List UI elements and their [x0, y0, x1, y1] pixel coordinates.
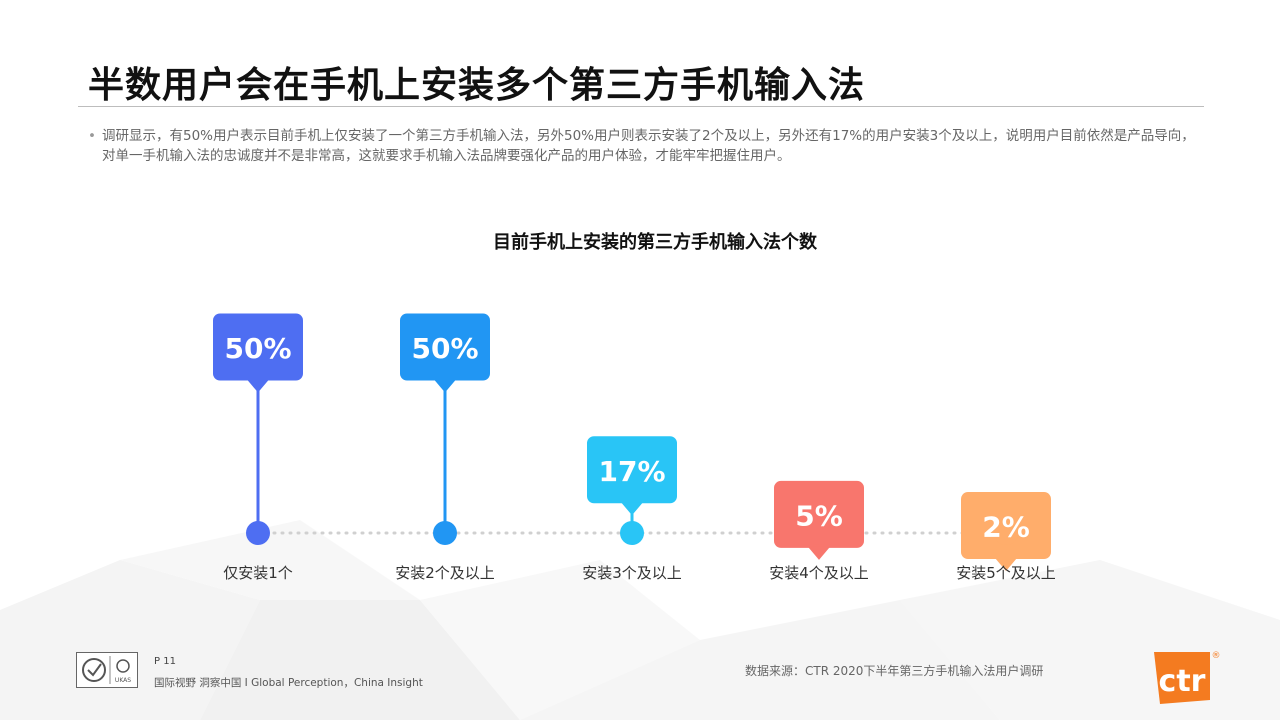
page-title: 半数用户会在手机上安装多个第三方手机输入法 [88, 65, 866, 106]
category-label: 仅安装1个 [223, 564, 293, 582]
data-point [246, 521, 270, 545]
bar-marker-3: 17% 安装3个及以上 [582, 436, 682, 582]
bullet-icon: • [88, 128, 96, 144]
bar-marker-2: 50% 安装2个及以上 [395, 313, 495, 582]
value-box [213, 313, 303, 381]
bar-marker-5: 2% 安装5个及以上 [956, 492, 1056, 582]
value-label: 5% [795, 499, 843, 532]
footer-tagline: 国际视野 洞察中国 I Global Perception，China Insi… [154, 677, 423, 689]
value-label: 2% [982, 511, 1030, 544]
data-point [807, 521, 831, 545]
category-label: 安装5个及以上 [956, 564, 1056, 582]
brand-text: ctr [1159, 664, 1206, 699]
category-label: 安装4个及以上 [769, 564, 869, 582]
data-point [620, 521, 644, 545]
chart-title: 目前手机上安装的第三方手机输入法个数 [493, 232, 817, 253]
ctr-logo: ctr ® [1154, 651, 1221, 704]
category-label: 安装2个及以上 [395, 564, 495, 582]
data-source: 数据来源：CTR 2020下半年第三方手机输入法用户调研 [745, 664, 1044, 678]
value-box-pointer [247, 379, 269, 393]
value-box-pointer [995, 558, 1017, 572]
value-box-pointer [621, 502, 643, 516]
value-box [587, 436, 677, 504]
value-box [774, 480, 864, 548]
certification-logo: UKAS [76, 652, 138, 688]
category-label: 安装3个及以上 [582, 564, 682, 582]
page-number: P 11 [154, 656, 176, 667]
value-box [400, 313, 490, 381]
value-box-pointer [808, 546, 830, 560]
value-label: 50% [224, 332, 291, 365]
summary-paragraph: • 调研显示，有50%用户表示目前手机上仅安装了一个第三方手机输入法，另外50%… [88, 126, 1198, 166]
bar-marker-4: 5% 安装4个及以上 [769, 480, 869, 582]
value-box-pointer [434, 379, 456, 393]
value-label: 50% [411, 332, 478, 365]
bar-marker-1: 50% 仅安装1个 [213, 313, 303, 582]
title-divider [78, 106, 1204, 107]
value-label: 17% [598, 455, 665, 488]
cert-text: UKAS [115, 677, 131, 684]
data-point [994, 521, 1018, 545]
registered-mark: ® [1212, 651, 1221, 661]
data-point [433, 521, 457, 545]
summary-text: 调研显示，有50%用户表示目前手机上仅安装了一个第三方手机输入法，另外50%用户… [102, 128, 1195, 164]
